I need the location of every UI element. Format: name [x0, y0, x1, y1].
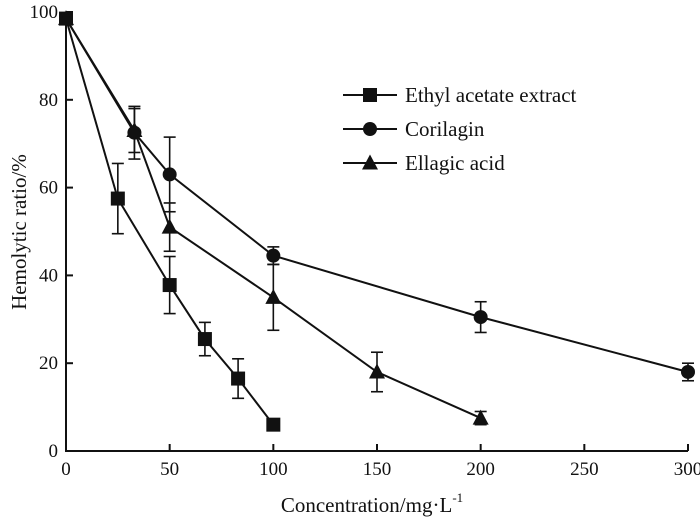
plot-area: 0 20 40 60 80 100 0 50 100 150 200 250 300	[30, 2, 700, 480]
x-tick-label: 150	[363, 459, 392, 480]
data-point	[369, 363, 385, 379]
legend-marker	[363, 88, 377, 102]
data-point	[126, 122, 143, 138]
x-tick-label: 300	[674, 459, 700, 480]
y-tick-label: 0	[49, 441, 59, 462]
data-point	[58, 10, 74, 26]
y-tick-label: 40	[39, 265, 58, 286]
legend-label: Ellagic acid	[405, 151, 505, 175]
data-point	[162, 278, 177, 293]
data-point	[231, 371, 246, 386]
x-axis-title: Concentration/mg·L-1	[281, 490, 463, 517]
series-line	[65, 18, 689, 373]
data-point	[265, 288, 282, 304]
y-tick-label: 20	[39, 353, 58, 374]
series-line	[65, 18, 482, 420]
legend: Ethyl acetate extract Corilagin Ellagic ac…	[343, 83, 577, 175]
x-tick-label: 100	[259, 459, 288, 480]
y-tick-label: 100	[30, 2, 59, 23]
y-tick-label: 80	[39, 90, 58, 111]
x-tick-label: 250	[570, 459, 599, 480]
legend-label: Ethyl acetate extract	[405, 83, 577, 107]
data-point	[681, 364, 695, 379]
y-tick-label: 60	[39, 178, 58, 199]
data-point	[266, 417, 281, 432]
x-tick-label: 50	[160, 459, 179, 480]
data-point	[197, 332, 212, 347]
x-axis-title-main: Concentration/mg·L	[281, 493, 452, 517]
x-tick-label: 0	[61, 459, 71, 480]
series-ellagic-acid	[58, 10, 489, 426]
legend-marker	[362, 154, 378, 170]
series-corilagin	[59, 11, 695, 382]
legend-item: Corilagin	[343, 117, 485, 141]
data-point	[473, 310, 488, 325]
data-point	[472, 409, 489, 425]
x-axis-title-superscript: -1	[452, 490, 463, 505]
legend-label: Corilagin	[405, 117, 485, 141]
legend-item: Ellagic acid	[343, 151, 505, 175]
data-point	[266, 248, 281, 263]
y-axis-title: Hemolytic ratio/%	[7, 154, 31, 310]
legend-item: Ethyl acetate extract	[343, 83, 577, 107]
series-ethyl-acetate-extract	[59, 11, 281, 432]
data-point	[161, 218, 178, 234]
x-tick-label: 200	[466, 459, 495, 480]
series-line	[65, 18, 275, 426]
legend-marker	[363, 122, 377, 136]
data-point	[162, 167, 177, 182]
data-point	[110, 191, 125, 206]
